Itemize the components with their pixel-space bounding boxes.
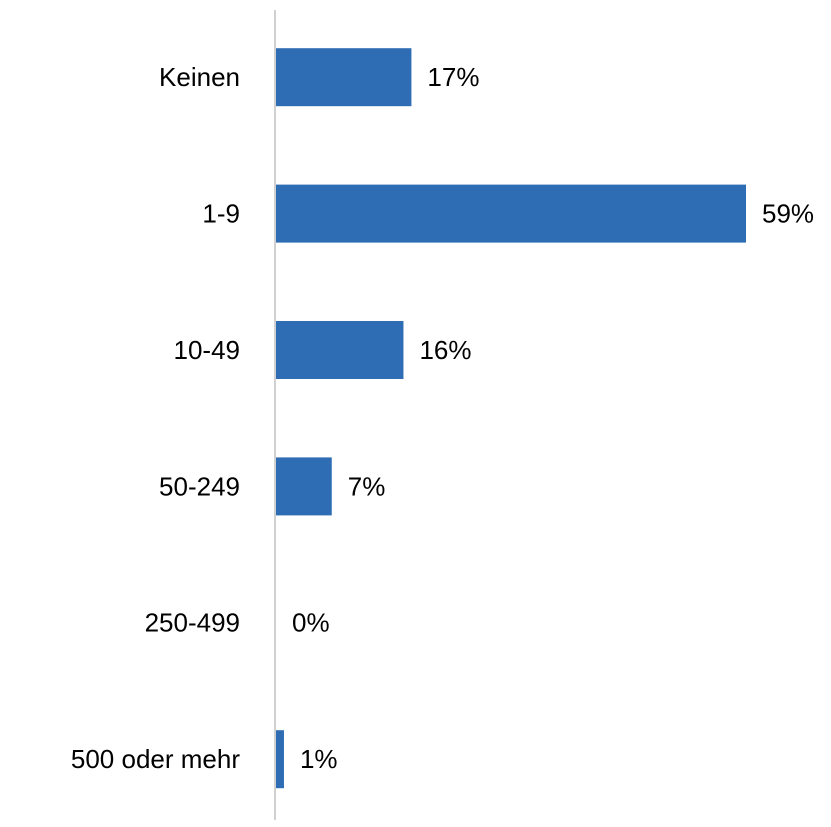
category-label: Keinen [159,62,240,92]
data-label: 17% [427,62,479,92]
category-label: 250-499 [145,608,240,638]
data-label: 16% [419,335,471,365]
data-label: 59% [762,198,814,228]
bar [276,184,746,243]
data-label: 0% [292,608,330,638]
category-label: 1-9 [202,198,240,228]
category-label: 50-249 [159,471,240,501]
bar [276,730,284,789]
data-label: 7% [348,471,386,501]
bar [276,457,332,516]
data-label: 1% [300,744,338,774]
bar [276,48,412,107]
category-label: 500 oder mehr [71,744,240,774]
bar [276,321,404,379]
category-label: 10-49 [174,335,241,365]
